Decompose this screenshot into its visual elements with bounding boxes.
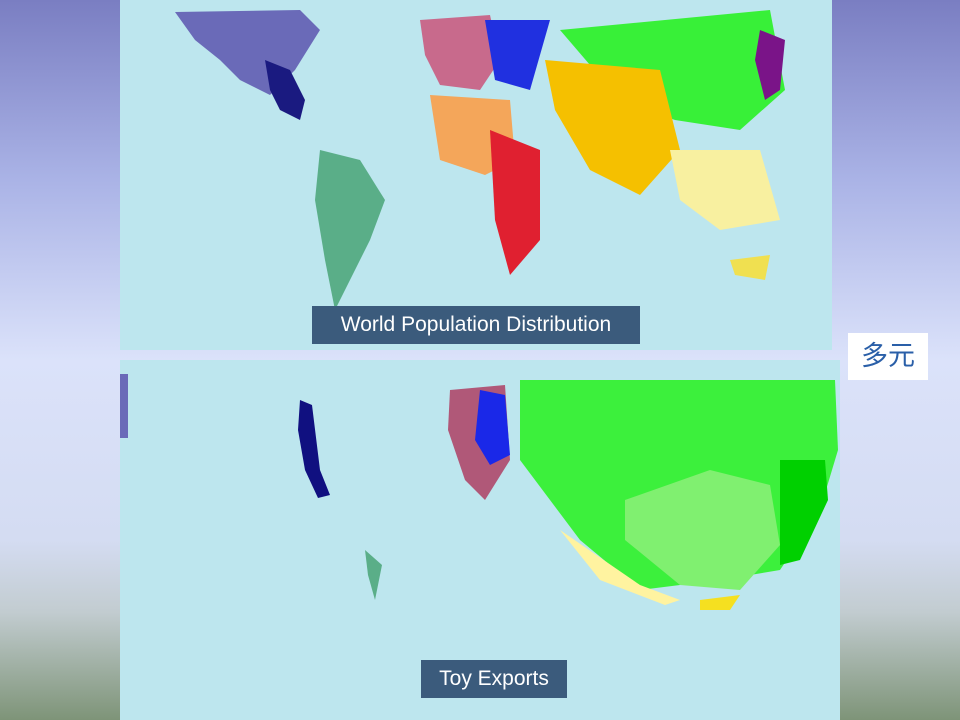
map-caption: World Population Distribution — [312, 306, 640, 344]
toy-exports-cartogram — [120, 360, 840, 720]
side-label: 多元 — [848, 333, 928, 380]
population-cartogram — [120, 0, 832, 350]
map-caption: Toy Exports — [421, 660, 567, 698]
